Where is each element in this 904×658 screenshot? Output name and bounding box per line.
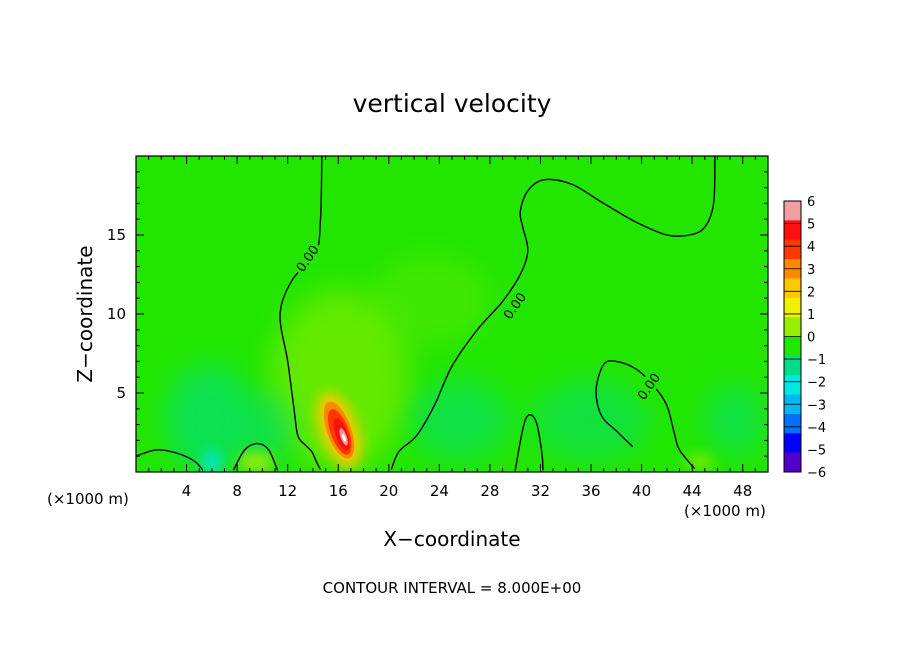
contour-line [232, 442, 279, 471]
colorbar-swatch [784, 220, 801, 241]
colorbar-label: 1 [807, 308, 815, 323]
x-tick-label: 24 [430, 482, 449, 500]
colorbar-swatch [784, 433, 801, 454]
colorbar-label: 5 [807, 218, 815, 233]
colorbar-swatch [784, 375, 801, 396]
colorbar-label: −6 [807, 466, 826, 481]
y-tick-label: 10 [107, 305, 126, 323]
colorbar-label: −2 [807, 376, 826, 391]
contour-line [595, 360, 696, 470]
x-tick-label: 44 [683, 482, 702, 500]
x-tick-label: 28 [480, 482, 499, 500]
downdraft-region-west [165, 365, 255, 472]
colorbar-label: 6 [807, 195, 815, 210]
colorbar-swatch [784, 317, 801, 337]
colorbar-swatch [784, 297, 801, 318]
colorbar-swatch [784, 201, 801, 221]
contour-line [136, 449, 204, 471]
colorbar-label: 2 [807, 285, 815, 300]
colorbar-swatch [784, 239, 801, 260]
colorbar-label: −1 [807, 353, 826, 368]
y-tick-label: 5 [116, 384, 126, 402]
contour-interval-note: CONTOUR INTERVAL = 8.000E+00 [323, 579, 582, 597]
x-axis-title: X−coordinate [383, 527, 520, 551]
x-tick-label: 32 [531, 482, 550, 500]
x-tick-label: 20 [379, 482, 398, 500]
colorbar-label: 0 [807, 331, 815, 346]
x-tick-label: 40 [632, 482, 651, 500]
upper-updraft-region [370, 255, 490, 345]
colorbar-label: 3 [807, 263, 815, 278]
colorbar-swatch [784, 278, 801, 299]
contour-line [514, 414, 544, 471]
x-axis-unit-left: (×1000 m) [47, 490, 129, 508]
x-tick-label: 16 [329, 482, 348, 500]
x-tick-label: 4 [182, 482, 192, 500]
y-tick-label: 15 [107, 226, 126, 244]
downdraft-region-far-east [705, 385, 765, 455]
colorbar-swatch [784, 452, 801, 473]
surface-updraft-east [686, 454, 714, 470]
x-tick-label: 48 [733, 482, 752, 500]
downdraft-region-central [410, 380, 510, 460]
field-shading [165, 255, 765, 472]
colorbar-swatch [784, 413, 801, 434]
colorbar-label: −4 [807, 421, 826, 436]
contour-label-background [498, 287, 531, 325]
surface-updraft-west [238, 452, 274, 472]
colorbar: 6 5 4 3 2 1 0 −1 −2 −3 −4 −5 −6 [783, 195, 826, 481]
main-updraft-core [316, 391, 362, 469]
surface-downdraft [202, 450, 222, 472]
downdraft-region-west-2 [245, 395, 295, 465]
chart-title: vertical velocity [353, 89, 552, 118]
x-tick-label: 12 [278, 482, 297, 500]
colorbar-swatch [784, 336, 801, 357]
x-tick-label: 36 [581, 482, 600, 500]
x-axis-unit-right: (×1000 m) [684, 502, 766, 520]
contour-label-background [632, 367, 665, 405]
contour-line [390, 156, 716, 470]
colorbar-label: −5 [807, 443, 826, 458]
weak-updraft-region [270, 290, 410, 470]
colorbar-swatch [784, 355, 801, 376]
downdraft-region-east [530, 380, 650, 460]
y-axis-title: Z−coordinate [73, 245, 97, 382]
x-tick-label: 8 [232, 482, 242, 500]
contour-label-background [290, 239, 324, 277]
colorbar-label: −3 [807, 398, 826, 413]
colorbar-label: 4 [807, 240, 815, 255]
